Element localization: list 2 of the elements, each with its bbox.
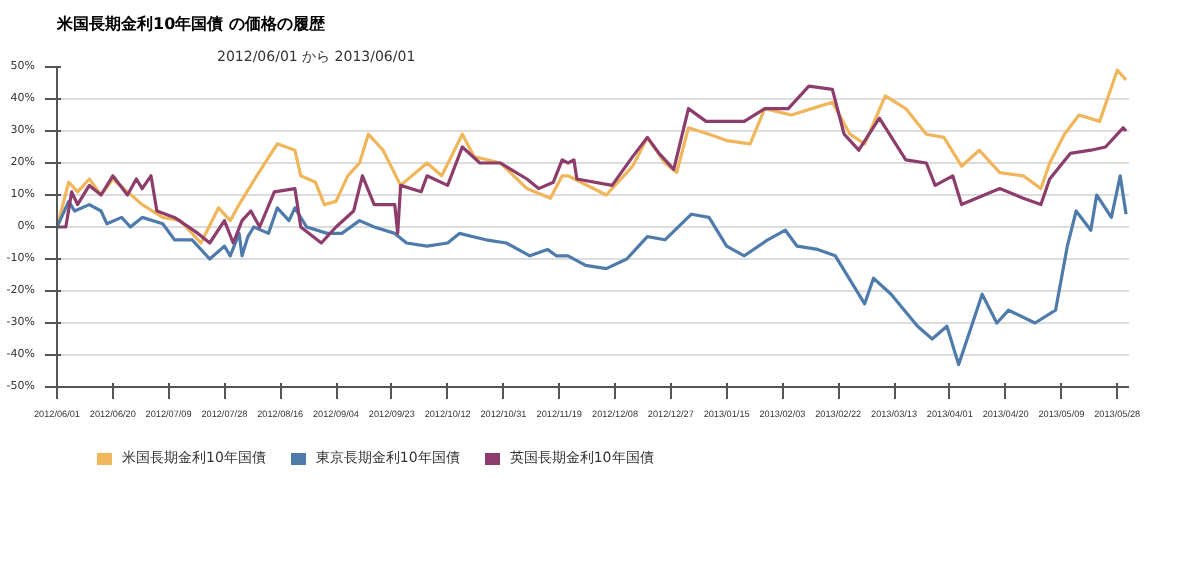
line-series [57,174,1128,367]
chart-title: 米国長期金利10年国債 の価格の履歴 [55,15,327,33]
